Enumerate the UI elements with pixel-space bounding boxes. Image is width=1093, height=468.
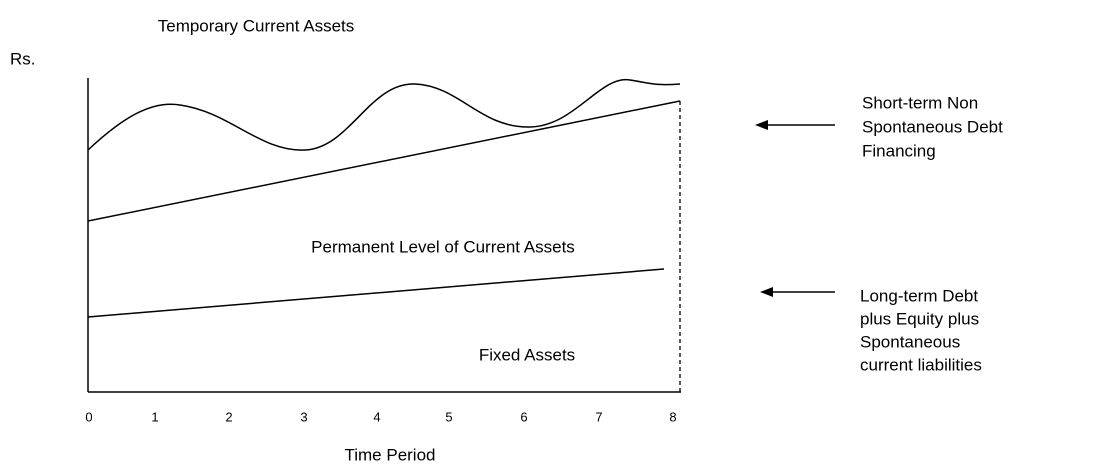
x-axis-label: Time Period <box>344 445 435 464</box>
financing-label: Financing <box>862 141 936 160</box>
financing-label: Spontaneous Debt <box>862 117 1003 136</box>
financing-label: Spontaneous <box>860 332 960 351</box>
x-tick-label: 5 <box>445 409 452 424</box>
x-tick-label: 0 <box>85 409 92 424</box>
top-label: Temporary Current Assets <box>158 16 355 35</box>
x-tick-label: 4 <box>373 409 380 424</box>
financing-label: current liabilities <box>860 355 982 374</box>
region-label: Fixed Assets <box>479 345 575 364</box>
temporary-curve <box>87 79 681 151</box>
x-tick-label: 2 <box>225 409 232 424</box>
arrow-head <box>755 120 768 130</box>
x-tick-label: 6 <box>520 409 527 424</box>
x-tick-label: 1 <box>151 409 158 424</box>
y-axis-label: Rs. <box>10 49 36 68</box>
financing-label: plus Equity plus <box>860 309 979 328</box>
financing-label: Long-term Debt <box>860 286 978 305</box>
arrow-head <box>760 287 773 297</box>
fixed-line <box>87 268 665 318</box>
financing-label: Short-term Non <box>862 93 978 112</box>
region-label: Permanent Level of Current Assets <box>311 237 575 256</box>
x-tick-label: 3 <box>300 409 307 424</box>
x-tick-label: 7 <box>595 409 602 424</box>
x-tick-label: 8 <box>669 409 676 424</box>
permanent-line <box>87 100 681 222</box>
